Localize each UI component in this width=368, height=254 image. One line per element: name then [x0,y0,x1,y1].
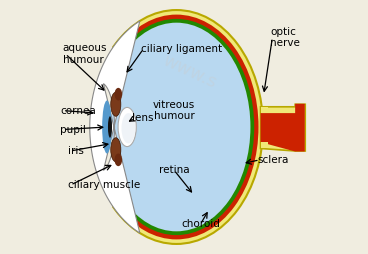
Text: lens: lens [132,113,154,123]
Text: optic
nerve: optic nerve [270,26,300,48]
Text: retina: retina [159,165,189,175]
Text: ciliary ligament: ciliary ligament [141,44,222,54]
Polygon shape [261,107,268,113]
Polygon shape [90,21,140,233]
Ellipse shape [94,14,259,240]
Text: cornea: cornea [60,106,96,116]
Polygon shape [261,104,305,151]
Ellipse shape [111,138,121,162]
Text: vitreous
humour: vitreous humour [153,100,195,121]
Ellipse shape [114,88,122,101]
Ellipse shape [121,113,135,144]
Ellipse shape [102,23,251,231]
Polygon shape [261,142,268,149]
Text: sclera: sclera [257,155,289,165]
Ellipse shape [114,153,122,166]
Ellipse shape [102,101,112,153]
Polygon shape [261,104,305,151]
Polygon shape [58,1,112,253]
Text: www.s: www.s [159,51,219,92]
Text: iris: iris [68,146,84,156]
Ellipse shape [118,107,136,147]
Text: ciliary muscle: ciliary muscle [68,180,140,190]
Ellipse shape [90,10,263,244]
Text: choroid: choroid [181,219,220,229]
Text: aqueous
humour: aqueous humour [63,43,107,65]
Ellipse shape [99,19,254,235]
Ellipse shape [111,92,121,116]
Text: pupil: pupil [60,124,86,135]
Ellipse shape [108,116,112,138]
